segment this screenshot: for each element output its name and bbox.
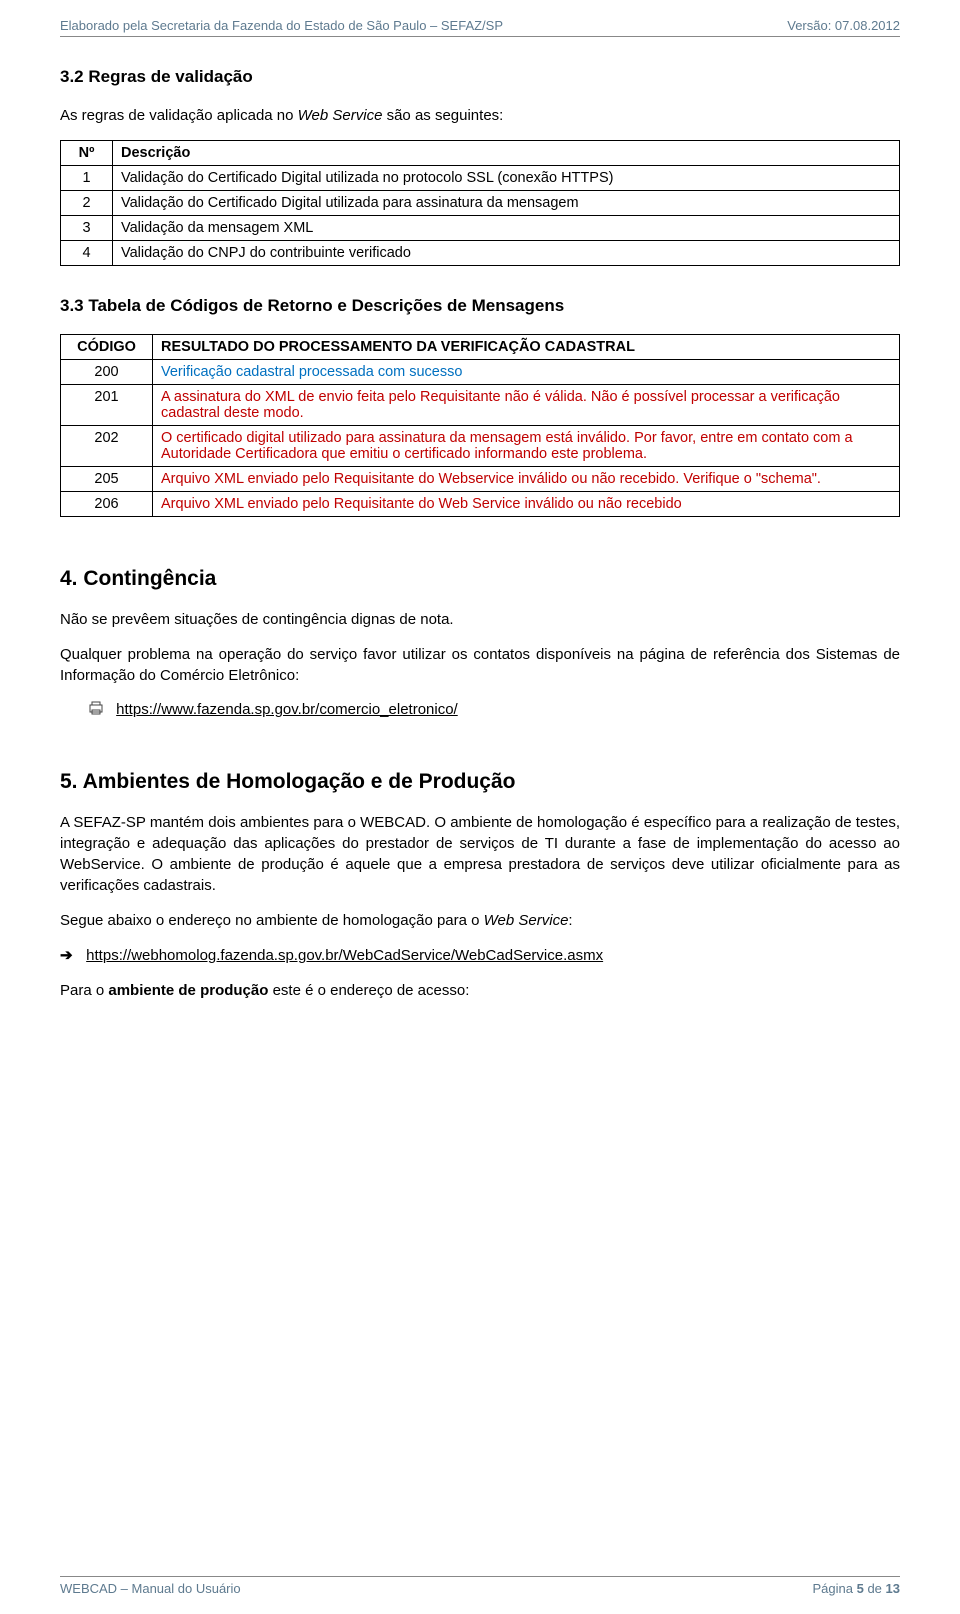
table-header-row: Nº Descrição xyxy=(61,141,900,166)
rule-number: 3 xyxy=(61,216,113,241)
result-cell: Arquivo XML enviado pelo Requisitante do… xyxy=(153,492,900,517)
rule-desc: Validação do Certificado Digital utiliza… xyxy=(113,166,900,191)
rule-number: 2 xyxy=(61,191,113,216)
footer-right: Página 5 de 13 xyxy=(813,1581,900,1596)
codes-table: CÓDIGO RESULTADO DO PROCESSAMENTO DA VER… xyxy=(60,334,900,517)
col-number: Nº xyxy=(61,141,113,166)
rules-table: Nº Descrição 1 Validação do Certificado … xyxy=(60,140,900,266)
section-4-title: 4. Contingência xyxy=(60,567,900,591)
page: Elaborado pela Secretaria da Fazenda do … xyxy=(0,0,960,1614)
header-left: Elaborado pela Secretaria da Fazenda do … xyxy=(60,18,503,33)
section-3-2-title: 3.2 Regras de validação xyxy=(60,67,900,87)
section-3-2-intro: As regras de validação aplicada no Web S… xyxy=(60,105,900,126)
table-row: 3 Validação da mensagem XML xyxy=(61,216,900,241)
code-cell: 202 xyxy=(61,426,153,467)
rule-number: 1 xyxy=(61,166,113,191)
footer-left: WEBCAD – Manual do Usuário xyxy=(60,1581,241,1596)
homolog-link-line: ➔ https://webhomolog.fazenda.sp.gov.br/W… xyxy=(60,945,900,966)
col-code: CÓDIGO xyxy=(61,335,153,360)
col-result: RESULTADO DO PROCESSAMENTO DA VERIFICAÇÃ… xyxy=(153,335,900,360)
section-5-title: 5. Ambientes de Homologação e de Produçã… xyxy=(60,770,900,794)
table-row: 201 A assinatura do XML de envio feita p… xyxy=(61,385,900,426)
arrow-right-icon: ➔ xyxy=(60,945,76,966)
code-cell: 200 xyxy=(61,360,153,385)
section-4-p1: Não se prevêem situações de contingência… xyxy=(60,609,900,630)
table-row: 200 Verificação cadastral processada com… xyxy=(61,360,900,385)
homolog-link[interactable]: https://webhomolog.fazenda.sp.gov.br/Web… xyxy=(86,947,603,964)
code-cell: 206 xyxy=(61,492,153,517)
table-row: 4 Validação do CNPJ do contribuinte veri… xyxy=(61,241,900,266)
col-description: Descrição xyxy=(113,141,900,166)
page-footer: WEBCAD – Manual do Usuário Página 5 de 1… xyxy=(60,1576,900,1596)
table-row: 202 O certificado digital utilizado para… xyxy=(61,426,900,467)
rule-desc: Validação da mensagem XML xyxy=(113,216,900,241)
code-cell: 205 xyxy=(61,467,153,492)
table-row: 206 Arquivo XML enviado pelo Requisitant… xyxy=(61,492,900,517)
table-header-row: CÓDIGO RESULTADO DO PROCESSAMENTO DA VER… xyxy=(61,335,900,360)
rule-desc: Validação do Certificado Digital utiliza… xyxy=(113,191,900,216)
rule-desc: Validação do CNPJ do contribuinte verifi… xyxy=(113,241,900,266)
rule-number: 4 xyxy=(61,241,113,266)
result-cell: Verificação cadastral processada com suc… xyxy=(153,360,900,385)
page-header: Elaborado pela Secretaria da Fazenda do … xyxy=(60,18,900,37)
table-row: 2 Validação do Certificado Digital utili… xyxy=(61,191,900,216)
contingency-link[interactable]: https://www.fazenda.sp.gov.br/comercio_e… xyxy=(116,701,458,718)
section-5-p3: Para o ambiente de produção este é o end… xyxy=(60,980,900,1001)
section-5-p2: Segue abaixo o endereço no ambiente de h… xyxy=(60,910,900,931)
result-cell: A assinatura do XML de envio feita pelo … xyxy=(153,385,900,426)
code-cell: 201 xyxy=(61,385,153,426)
section-4-p2: Qualquer problema na operação do serviço… xyxy=(60,644,900,686)
section-5-p1: A SEFAZ-SP mantém dois ambientes para o … xyxy=(60,812,900,896)
header-right: Versão: 07.08.2012 xyxy=(787,18,900,33)
section-3-3-title: 3.3 Tabela de Códigos de Retorno e Descr… xyxy=(60,296,900,316)
printer-icon xyxy=(88,700,104,720)
contingency-link-line: https://www.fazenda.sp.gov.br/comercio_e… xyxy=(88,700,900,720)
result-cell: O certificado digital utilizado para ass… xyxy=(153,426,900,467)
table-row: 205 Arquivo XML enviado pelo Requisitant… xyxy=(61,467,900,492)
result-cell: Arquivo XML enviado pelo Requisitante do… xyxy=(153,467,900,492)
table-row: 1 Validação do Certificado Digital utili… xyxy=(61,166,900,191)
